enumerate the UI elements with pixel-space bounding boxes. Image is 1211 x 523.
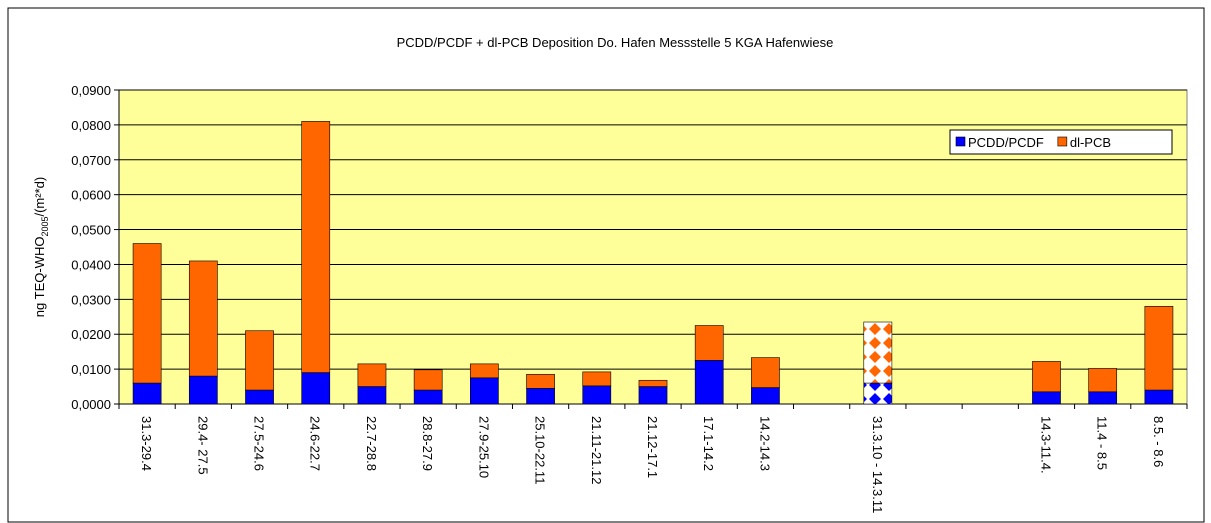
- bar-segment: [1144, 389, 1174, 405]
- y-tick-label: 0,0200: [71, 327, 111, 342]
- bar-segment: [188, 260, 218, 377]
- x-tick-label: 14.2-14.3: [757, 416, 772, 471]
- chart-title: PCDD/PCDF + dl-PCB Deposition Do. Hafen …: [397, 35, 834, 50]
- bar-segment: [526, 387, 555, 405]
- bar-segment: [301, 372, 331, 405]
- bar-segment: [132, 243, 162, 384]
- bar-segment: [470, 363, 499, 379]
- x-tick-label: 27.5-24.6: [252, 416, 267, 471]
- bar-segment: [413, 369, 443, 391]
- legend-swatch: [1057, 136, 1068, 147]
- y-tick-label: 0,0300: [71, 292, 111, 307]
- bar-segment: [694, 360, 724, 405]
- bar-segment: [1144, 306, 1174, 391]
- x-tick-label: 11.4 - 8.5: [1095, 416, 1110, 470]
- bar-segment: [245, 389, 274, 405]
- x-tick-label: 31.3-29.4: [139, 416, 154, 471]
- bar-segment: [470, 377, 499, 405]
- bar-segment: [751, 357, 780, 388]
- legend-label: PCDD/PCDF: [968, 135, 1044, 150]
- bar-segment: [413, 389, 443, 405]
- x-tick-label: 14.3-11.4.: [1038, 416, 1053, 474]
- x-tick-label: 17.1-14.2: [701, 416, 716, 471]
- x-tick-label: 22.7-28.8: [364, 416, 379, 471]
- bar-segment: [863, 382, 893, 405]
- bar-segment: [1032, 361, 1061, 393]
- bar-segment: [1032, 391, 1061, 405]
- y-tick-label: 0,0100: [71, 362, 111, 377]
- x-tick-label: 28.8-27.9: [420, 416, 435, 471]
- y-tick-label: 0,0400: [71, 257, 111, 272]
- bar-segment: [132, 382, 162, 405]
- y-tick-label: 0,0500: [71, 223, 111, 238]
- bar-segment: [1088, 391, 1118, 405]
- y-tick-label: 0,0800: [71, 118, 111, 133]
- x-tick-label: 25.10-22.11: [533, 416, 548, 484]
- bar-segment: [694, 325, 724, 361]
- y-tick-label: 0,0700: [71, 153, 111, 168]
- bar-segment: [526, 374, 555, 389]
- y-axis-label: ng TEQ-WHO2005/(m²*d): [32, 177, 50, 317]
- bar-segment: [357, 363, 387, 387]
- y-tick-label: 0,0000: [71, 397, 111, 412]
- bar-segment: [188, 375, 218, 405]
- bar-segment: [751, 387, 780, 405]
- x-tick-label: 21.12-17.1: [645, 416, 660, 478]
- x-tick-label: 21.11-21.12: [589, 416, 604, 484]
- bar-segment: [582, 371, 612, 387]
- bar-segment: [638, 386, 668, 405]
- bar-segment: [245, 330, 274, 391]
- x-tick-label: 24.6-22.7: [308, 416, 323, 471]
- x-tick-label: 31.3.10 - 14.3.11: [870, 416, 885, 513]
- legend-swatch: [955, 136, 966, 147]
- bar-segment: [582, 385, 612, 405]
- y-tick-label: 0,0600: [71, 188, 111, 203]
- x-tick-label: 29.4- 27.5: [195, 416, 210, 475]
- bar-segment: [863, 321, 893, 384]
- bar-segment: [638, 379, 668, 387]
- bar-segment: [357, 386, 387, 405]
- bar-segment: [1088, 368, 1118, 393]
- y-tick-label: 0,0900: [71, 83, 111, 98]
- legend-label: dl-PCB: [1070, 135, 1111, 150]
- x-tick-label: 27.9-25.10: [476, 416, 491, 478]
- x-tick-label: 8.5. - 8.6: [1151, 416, 1166, 467]
- bar-segment: [301, 121, 331, 373]
